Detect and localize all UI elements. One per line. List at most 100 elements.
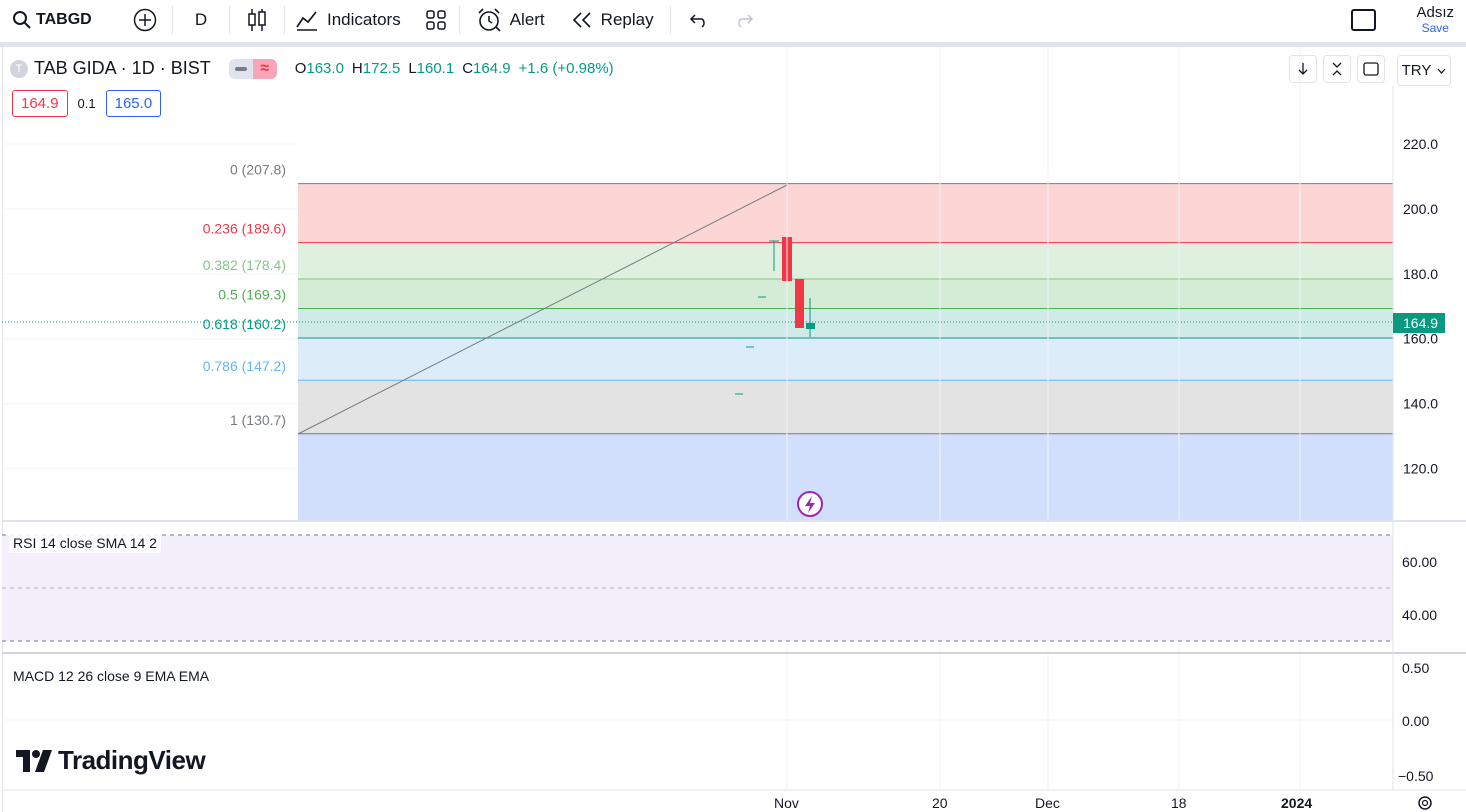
redo-icon: [737, 14, 753, 28]
toolbar-divider: [229, 6, 230, 34]
top-toolbar: TABGD D Indicators Alert Replay: [0, 0, 1466, 40]
fib-level-label: 0.236 (189.6): [203, 221, 286, 237]
macd-legend[interactable]: MACD 12 26 close 9 EMA EMA: [9, 666, 214, 686]
fib-level-label: 0 (207.8): [230, 162, 286, 178]
interval-button[interactable]: D: [173, 0, 229, 40]
collapse-icon: [1332, 62, 1342, 76]
layout-select-button[interactable]: [1351, 9, 1376, 31]
fib-band: [298, 433, 1393, 521]
fib-band: [298, 183, 1393, 243]
fib-band: [298, 242, 1393, 279]
toolbar-divider: [669, 6, 671, 34]
alarm-clock-icon: [478, 8, 501, 32]
events-lightning-icon[interactable]: [797, 491, 823, 517]
user-menu[interactable]: Adsız Save: [1416, 4, 1454, 35]
symbol-title[interactable]: TAB GIDA · 1D · BIST: [34, 58, 211, 78]
brand-name: TradingView: [58, 745, 206, 775]
bid-button[interactable]: 164.9: [12, 90, 68, 117]
time-tick: Dec: [1035, 795, 1060, 811]
toolbar-divider: [284, 6, 285, 34]
candles-icon: [248, 9, 266, 31]
rsi-legend[interactable]: RSI 14 close SMA 14 2: [9, 533, 161, 553]
time-gridlines: [786, 47, 1301, 790]
time-tick: 18: [1171, 795, 1187, 811]
maximize-icon: [1363, 62, 1379, 76]
pane-controls: [1289, 55, 1385, 83]
macd-tick: 0.50: [1402, 660, 1429, 676]
price-tick: 140.0: [1403, 396, 1438, 412]
compare-button[interactable]: [118, 0, 172, 40]
alert-button[interactable]: Alert: [460, 0, 557, 40]
symbol-logo: T: [10, 59, 28, 78]
undo-button[interactable]: [671, 0, 727, 40]
fib-level-label: 0.5 (169.3): [218, 287, 286, 303]
time-tick: 20: [932, 795, 948, 811]
tradingview-logo[interactable]: TradingView: [16, 745, 206, 776]
grid-icon: [425, 10, 446, 30]
fib-level-label: 0.382 (178.4): [203, 257, 286, 273]
replay-label: Replay: [600, 10, 654, 29]
fib-level-label: 1 (130.7): [230, 412, 286, 428]
currency-label: TRY: [1401, 62, 1432, 79]
ohlc-values: O163.0 H172.5 L160.1 C164.9 +1.6 (+0.98%…: [294, 60, 614, 77]
last-price-marker: [1393, 313, 1445, 333]
currency-select[interactable]: TRY: [1397, 55, 1451, 86]
gear-icon[interactable]: [1418, 796, 1432, 810]
indicators-label: Indicators: [327, 10, 401, 29]
user-name: Adsız: [1416, 4, 1454, 21]
bid-ask-row: 164.9 0.1 165.0: [12, 90, 162, 117]
move-down-button[interactable]: [1289, 55, 1317, 83]
symbol-search-button[interactable]: TABGD: [0, 0, 118, 40]
alert-label: Alert: [509, 10, 545, 29]
price-tick: 180.0: [1403, 266, 1438, 282]
ask-button[interactable]: 165.0: [105, 90, 162, 117]
fib-band: [298, 308, 1393, 339]
symbol-legend[interactable]: T TAB GIDA · 1D · BIST ≈ O163.0 H172.5 L…: [10, 58, 614, 79]
arrow-down-icon: [1298, 63, 1308, 75]
add-circle-icon: [133, 8, 157, 32]
chart-type-button[interactable]: [230, 0, 284, 40]
price-tick: 200.0: [1403, 201, 1438, 217]
collapse-button[interactable]: [1323, 55, 1351, 83]
toolbar-divider: [458, 6, 460, 34]
tradingview-logo-icon: [16, 749, 52, 772]
candle-body-down: [795, 279, 804, 328]
indicators-button[interactable]: Indicators: [285, 0, 413, 40]
spread-value: 0.1: [77, 96, 96, 111]
templates-button[interactable]: [413, 0, 459, 40]
fib-band: [298, 338, 1393, 381]
time-tick: Nov: [774, 795, 799, 811]
fib-band: [298, 278, 1393, 309]
rsi-tick: 60.00: [1402, 554, 1437, 570]
search-icon: [13, 11, 31, 29]
price-tick: 120.0: [1403, 461, 1438, 477]
save-button[interactable]: Save: [1421, 21, 1449, 35]
rewind-icon: [572, 12, 591, 28]
fib-retracement[interactable]: [298, 183, 1393, 521]
replay-button[interactable]: Replay: [557, 0, 670, 40]
undo-icon: [689, 14, 705, 28]
interval-label: D: [194, 10, 208, 29]
time-tick: 2024: [1281, 795, 1312, 811]
rsi-tick: 40.00: [1402, 607, 1437, 623]
hide-icon[interactable]: [228, 58, 253, 79]
toolbar-border: [0, 42, 1466, 47]
redo-button[interactable]: [727, 0, 761, 40]
fib-level-label: 0.618 (160.2): [203, 316, 286, 332]
fib-trend-line[interactable]: [297, 184, 788, 435]
last-price-value: 164.9: [1403, 315, 1438, 331]
fib-level-label: 0.786 (147.2): [203, 358, 286, 374]
toolbar-divider: [172, 6, 173, 34]
fib-band: [298, 380, 1393, 434]
price-tick: 220.0: [1403, 136, 1438, 152]
macd-tick: 0.00: [1402, 713, 1429, 729]
price-axis[interactable]: 220.0 200.0 180.0 160.0 140.0 120.0: [1403, 136, 1438, 477]
indicators-icon: [296, 11, 317, 31]
maximize-button[interactable]: [1357, 55, 1385, 83]
wave-icon[interactable]: ≈: [252, 58, 277, 79]
symbol-name: TABGD: [36, 11, 92, 28]
legend-toggle-group[interactable]: ≈: [228, 58, 277, 79]
price-tick: 160.0: [1403, 331, 1438, 347]
chevron-down-icon: [1437, 68, 1446, 74]
